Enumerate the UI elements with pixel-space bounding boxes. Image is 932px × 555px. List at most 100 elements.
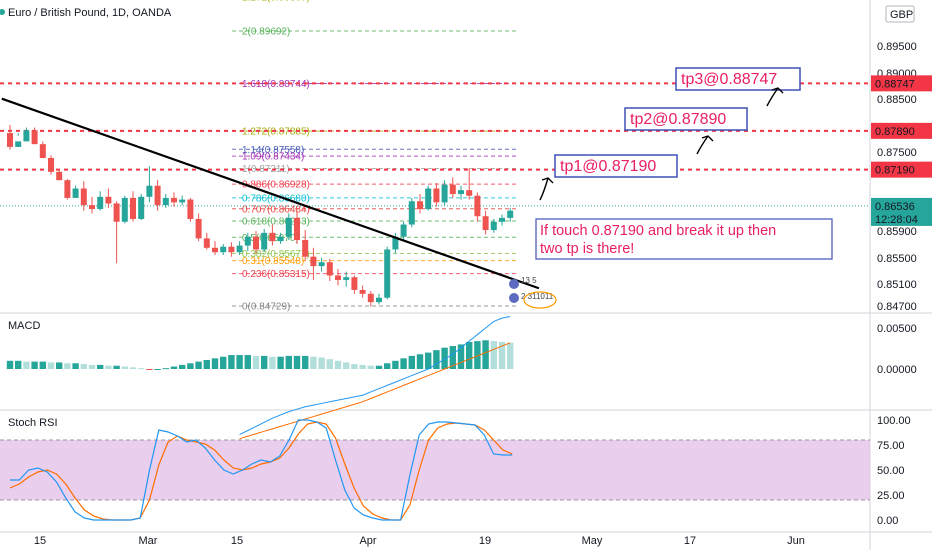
candle-body	[7, 133, 13, 147]
stoch-rsi-d-line	[9, 421, 513, 521]
macd-histogram-bar	[277, 356, 284, 369]
macd-histogram-bar	[138, 368, 145, 370]
target-price-badge	[871, 75, 932, 92]
candle-body	[449, 184, 456, 195]
macd-histogram-bar	[170, 366, 178, 369]
macd-histogram-bar	[392, 360, 399, 369]
candle-body	[417, 201, 423, 210]
candle-body	[384, 249, 391, 298]
event-marker-ring	[523, 291, 557, 309]
candle-body	[236, 245, 243, 253]
candle-body	[39, 144, 46, 159]
price-tick-label: 0.89500	[877, 41, 917, 53]
candle-body	[310, 256, 317, 267]
macd-signal-line	[239, 342, 511, 440]
candle-body	[121, 197, 128, 222]
candle-body	[400, 224, 407, 237]
fib-level-label: 0.786(0.86680)	[242, 193, 310, 204]
price-tick-label: 0.85500	[877, 253, 917, 265]
macd-histogram-bar	[154, 369, 161, 370]
currency-label: GBP	[890, 9, 913, 21]
macd-histogram-bar	[351, 364, 358, 369]
candle-body	[244, 236, 251, 246]
candle-body	[499, 217, 505, 222]
candle-body	[458, 190, 464, 195]
candle-body	[261, 232, 268, 250]
candle-body	[187, 199, 194, 219]
macd-histogram-bar	[474, 341, 481, 369]
macd-histogram-bar	[162, 368, 169, 370]
stoch-rsi-k-line	[10, 419, 513, 521]
candle-body	[285, 217, 292, 237]
time-tick-label: 19	[479, 535, 491, 547]
price-tick-label: 0.87500	[877, 147, 917, 159]
candle-body	[56, 171, 63, 181]
candle-body	[179, 199, 186, 203]
candle-body	[171, 197, 177, 203]
target-callout-label: tp1@0.87190	[560, 158, 656, 175]
candle-body	[474, 195, 481, 217]
fib-level-label: 1.618(0.88744)	[242, 79, 310, 90]
stoch-rsi-tick-label: 75.00	[877, 440, 905, 452]
macd-histogram-bar	[326, 359, 333, 369]
macd-histogram-bar	[146, 369, 153, 370]
macd-histogram-bar	[56, 362, 63, 369]
macd-histogram-bar	[203, 359, 210, 369]
fib-level-label: 0.707(0.86484)	[242, 204, 310, 215]
macd-histogram-bar	[220, 356, 227, 369]
fib-level-label: 0.236(0.85315)	[242, 269, 310, 280]
candle-body	[359, 289, 366, 294]
macd-histogram-bar	[39, 361, 46, 369]
macd-histogram-bar	[105, 365, 112, 369]
event-marker-label: 13 5	[521, 276, 537, 285]
fib-level-label: 0.382(0.85677)	[242, 249, 310, 260]
chart-title: Euro / British Pound, 1D, OANDA	[8, 7, 172, 19]
macd-histogram-bar	[64, 363, 71, 369]
price-tick-label: 0.85900	[877, 226, 917, 238]
macd-histogram-bar	[408, 355, 415, 369]
macd-histogram-bar	[400, 358, 407, 369]
candle-body	[146, 185, 153, 197]
candle-body	[507, 210, 514, 218]
macd-tick-label: 0.00500	[877, 323, 917, 335]
macd-histogram-bar	[236, 355, 243, 369]
macd-tick-label: 0.00000	[877, 364, 917, 376]
current-price-value: 0.86536	[875, 201, 915, 213]
macd-histogram-bar	[490, 341, 497, 369]
candle-body	[482, 216, 489, 231]
candle-body	[31, 130, 38, 145]
stoch-rsi-tick-label: 100.00	[877, 415, 911, 427]
time-tick-label: Jun	[787, 535, 805, 547]
stoch-rsi-tick-label: 25.00	[877, 490, 905, 502]
price-tick-label: 0.85100	[877, 279, 917, 291]
candle-body	[154, 185, 161, 206]
candle-body	[15, 141, 22, 147]
candle-body	[203, 238, 210, 248]
target-price-badge	[871, 161, 932, 178]
fib-level-label: 2.272(0.90307)	[242, 0, 310, 3]
macd-histogram-bar	[416, 354, 424, 369]
fib-level-label: 0.886(0.86928)	[242, 180, 310, 191]
candle-body	[367, 293, 374, 303]
candle-body	[228, 246, 235, 253]
target-price-badge-label: 0.88747	[875, 78, 915, 90]
candle-body	[302, 240, 309, 257]
macd-histogram-bar	[80, 364, 87, 369]
candle-body	[351, 277, 358, 290]
fib-level-label: 1.09(0.87434)	[242, 152, 304, 163]
candle-body	[105, 196, 112, 204]
macd-histogram-bar	[72, 363, 79, 369]
macd-histogram-bar	[293, 355, 301, 369]
current-price-badge	[871, 197, 932, 226]
candle-body	[48, 158, 54, 172]
target-callout-box	[675, 67, 801, 91]
candle-body	[89, 205, 95, 210]
macd-histogram-bar	[228, 355, 235, 369]
candle-body	[113, 203, 120, 222]
time-tick-label: Mar	[139, 535, 158, 547]
candle-body	[466, 190, 473, 196]
target-arrow	[766, 87, 784, 107]
macd-histogram-bar	[334, 360, 342, 369]
macd-histogram-bar	[252, 355, 260, 369]
